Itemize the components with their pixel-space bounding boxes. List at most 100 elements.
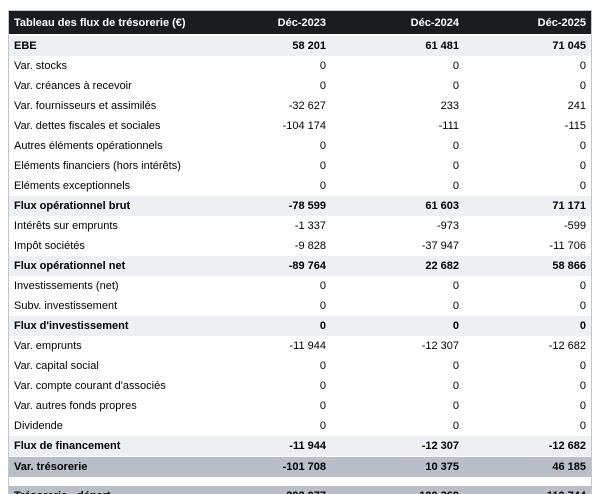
row-value: 0 [331,176,464,196]
table-row: Trésorerie - départ202 077100 369110 744 [9,485,591,494]
table-row: Var. capital social 0 0 0 [9,356,591,376]
row-label: Var. autres fonds propres [9,396,199,416]
row-value: 0 [464,396,591,416]
table-row: Var. autres fonds propres 0 0 0 [9,396,591,416]
row-value: -12 682 [464,336,591,356]
row-value [199,477,331,486]
row-value: 0 [199,136,331,156]
table-row: Impôt sociétés -9 828 -37 947 -11 706 [9,236,591,256]
table-body: EBE 58 201 61 481 71 045 Var. stocks 0 0 0 Var. … [9,35,591,494]
row-label: Eléments exceptionnels [9,176,199,196]
row-value: 0 [464,76,591,96]
row-value: -12 682 [464,436,591,457]
row-value: 58 201 [199,35,331,56]
table-row: Var. trésorerie -101 708 10 375 46 185 [9,456,591,478]
row-value: 0 [464,176,591,196]
row-value: 10 375 [331,456,464,478]
row-label: Var. emprunts [9,336,199,356]
row-label: Impôt sociétés [9,236,199,256]
table-row: Dividende 0 0 0 [9,416,591,436]
table-row: Flux d'investissement 0 0 0 [9,316,591,336]
row-value: 0 [464,136,591,156]
row-value: -11 706 [464,236,591,256]
row-value: 0 [199,56,331,76]
row-value: -111 [331,116,464,136]
header-row: Tableau des flux de trésorerie (€) Déc-2… [9,11,591,36]
row-value: 0 [331,416,464,436]
row-value: 0 [331,276,464,296]
row-value: 0 [464,416,591,436]
cashflow-table-container: Tableau des flux de trésorerie (€) Déc-2… [8,10,592,494]
row-value: 0 [331,396,464,416]
row-label: Flux de financement [9,436,199,457]
row-label: Flux opérationnel brut [9,196,199,216]
table-row: Autres éléments opérationnels 0 0 0 [9,136,591,156]
row-value: 61 603 [331,196,464,216]
row-label: Var. stocks [9,56,199,76]
row-value: 46 185 [464,456,591,478]
cashflow-table: Tableau des flux de trésorerie (€) Déc-2… [9,11,591,494]
table-row: Intérêts sur emprunts -1 337 -973 -599 [9,216,591,236]
row-label: Var. capital social [9,356,199,376]
row-value: 71 171 [464,196,591,216]
row-label: Var. dettes fiscales et sociales [9,116,199,136]
row-value: -89 764 [199,256,331,276]
row-value: 0 [199,316,331,336]
row-value: -1 337 [199,216,331,236]
row-value: 0 [331,56,464,76]
row-value: 0 [464,356,591,376]
table-row: Var. dettes fiscales et sociales -104 174… [9,116,591,136]
row-value: -9 828 [199,236,331,256]
table-row: Investissements (net) 0 0 0 [9,276,591,296]
column-header-dec-2024: Déc-2024 [331,11,464,36]
row-value: 0 [199,156,331,176]
row-value: 0 [199,416,331,436]
row-value: 0 [331,316,464,336]
row-value: 0 [464,376,591,396]
table-row: Eléments exceptionnels 0 0 0 [9,176,591,196]
row-value: -11 944 [199,336,331,356]
row-label: Var. compte courant d'associés [9,376,199,396]
table-row: Flux de financement -11 944 -12 307 -12 682 [9,436,591,457]
row-value: 110 744 [464,485,591,494]
table-title: Tableau des flux de trésorerie (€) [9,11,199,36]
row-label: Intérêts sur emprunts [9,216,199,236]
row-value: -12 307 [331,436,464,457]
row-label: Var. créances à recevoir [9,76,199,96]
row-value: 0 [199,76,331,96]
row-value [331,477,464,486]
row-value: -101 708 [199,456,331,478]
table-row: Flux opérationnel net -89 764 22 682 58 866 [9,256,591,276]
row-value: -599 [464,216,591,236]
row-value: -115 [464,116,591,136]
row-value: 241 [464,96,591,116]
row-value: 100 369 [331,485,464,494]
table-row: Subv. investissement 0 0 0 [9,296,591,316]
row-value: 0 [331,376,464,396]
table-row: Eléments financiers (hors intérêts) 0 0 0 [9,156,591,176]
table-row: EBE 58 201 61 481 71 045 [9,35,591,56]
row-value: 0 [199,376,331,396]
row-value: 58 866 [464,256,591,276]
row-value: 202 077 [199,485,331,494]
row-value: -12 307 [331,336,464,356]
row-value: -37 947 [331,236,464,256]
row-label: Autres éléments opérationnels [9,136,199,156]
row-value: -32 627 [199,96,331,116]
row-value: 22 682 [331,256,464,276]
row-label: Dividende [9,416,199,436]
row-label: Var. fournisseurs et assimilés [9,96,199,116]
table-row: Var. compte courant d'associés 0 0 0 [9,376,591,396]
row-label [9,477,199,486]
row-value: 0 [331,156,464,176]
row-value: 0 [199,356,331,376]
row-label: Investissements (net) [9,276,199,296]
row-value: 0 [331,356,464,376]
row-value: 0 [464,316,591,336]
row-label: Trésorerie - départ [9,485,199,494]
row-value: 233 [331,96,464,116]
row-label: Flux d'investissement [9,316,199,336]
column-header-dec-2025: Déc-2025 [464,11,591,36]
row-value: 0 [331,296,464,316]
row-label: EBE [9,35,199,56]
